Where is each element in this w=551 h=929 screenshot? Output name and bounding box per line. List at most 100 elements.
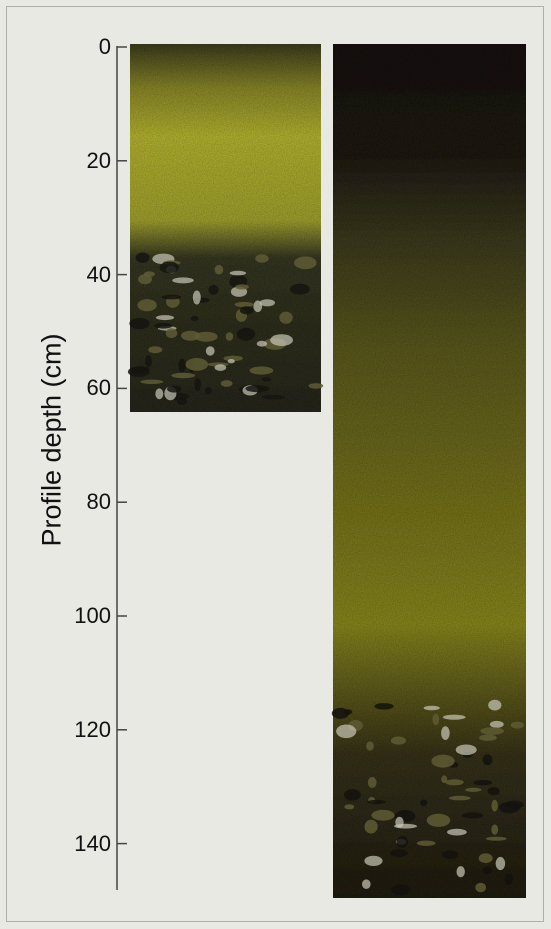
gravel-stone xyxy=(364,855,383,867)
gravel-stone xyxy=(279,311,293,324)
gravel-stone xyxy=(178,358,186,373)
gravel-stone xyxy=(239,306,254,315)
gravel-stone xyxy=(480,727,505,735)
gravel-stone xyxy=(432,713,440,726)
depth-tick-label: 20 xyxy=(86,147,111,173)
gravel-stone xyxy=(227,359,235,364)
gravel-stone xyxy=(214,364,227,371)
gravel-stone xyxy=(165,328,178,339)
gravel-stone xyxy=(371,809,395,821)
gravel-stone xyxy=(131,366,150,373)
gravel-stone xyxy=(499,801,520,814)
gravel-stone xyxy=(167,385,182,393)
gravel-stone xyxy=(220,380,233,387)
gravel-stone xyxy=(364,819,378,834)
gravel-stone xyxy=(236,327,256,341)
right-profile-photo xyxy=(333,44,526,898)
gravel-stone xyxy=(475,882,487,893)
gravel-stone xyxy=(235,284,249,290)
gravel-stone xyxy=(482,754,493,766)
gravel-stone xyxy=(161,294,182,300)
gravel-stone xyxy=(491,799,498,812)
gravel-stone xyxy=(205,346,215,356)
figure-frame xyxy=(6,6,544,922)
gravel-stone xyxy=(261,377,272,382)
gravel-stone xyxy=(155,388,164,400)
gravel-stone xyxy=(442,714,466,720)
gravel-stone xyxy=(259,299,275,307)
gravel-stone xyxy=(154,322,173,329)
gravel-stone xyxy=(478,853,493,864)
gravel-stone xyxy=(270,334,293,346)
gravel-stone xyxy=(420,799,428,807)
gravel-stone xyxy=(249,366,274,375)
gravel-stone xyxy=(223,355,243,362)
gravel-stone xyxy=(491,824,499,835)
gravel-stone xyxy=(362,879,371,889)
gravel-stone xyxy=(225,332,234,341)
gravel-stone xyxy=(245,385,270,393)
gravel-stone xyxy=(416,840,436,846)
gravel-stone xyxy=(192,290,201,305)
axis-title: Profile depth (cm) xyxy=(36,333,67,547)
gravel-stone xyxy=(145,355,152,368)
gravel-stone xyxy=(510,721,524,729)
gravel-stone xyxy=(390,736,407,745)
gravel-stone xyxy=(442,850,459,859)
gravel-stone xyxy=(148,346,163,354)
gravel-stone xyxy=(176,397,187,405)
gravel-stone xyxy=(394,823,417,829)
depth-tick-label: 140 xyxy=(74,830,111,856)
depth-tick-label: 40 xyxy=(86,261,111,287)
gravel-stone xyxy=(485,836,507,841)
gravel-stone xyxy=(308,383,324,389)
gravel-stone xyxy=(205,387,212,395)
gravel-stone xyxy=(190,315,199,322)
gravel-stone xyxy=(185,358,209,371)
gravel-stone xyxy=(390,849,408,857)
gravel-stone xyxy=(448,795,471,801)
gravel-stone xyxy=(445,779,464,786)
right-profile-gravel xyxy=(331,699,524,896)
gravel-stone xyxy=(487,787,500,796)
gravel-stone xyxy=(441,775,448,783)
gravel-stone xyxy=(171,372,196,379)
gravel-stone xyxy=(441,726,450,740)
depth-tick-label: 100 xyxy=(74,603,111,628)
gravel-stone xyxy=(426,813,451,827)
depth-axis-ticks xyxy=(117,46,127,845)
gravel-stone xyxy=(138,274,152,285)
gravel-stone xyxy=(366,741,374,751)
gravel-stone xyxy=(344,804,355,810)
gravel-stone xyxy=(374,703,394,710)
gravel-stone xyxy=(137,299,157,312)
gravel-stone xyxy=(367,799,386,805)
gravel-stone xyxy=(367,777,377,788)
gravel-stone xyxy=(194,377,201,392)
gravel-stone xyxy=(447,828,467,836)
depth-tick-label: 60 xyxy=(86,375,111,401)
gravel-stone xyxy=(172,277,194,284)
gravel-stone xyxy=(431,754,455,768)
gravel-stone xyxy=(129,317,150,330)
depth-tick-label: 80 xyxy=(86,489,111,515)
gravel-stone xyxy=(234,301,254,308)
gravel-stone xyxy=(504,873,513,886)
gravel-stone xyxy=(214,264,224,275)
gravel-stone xyxy=(255,254,269,263)
gravel-stone xyxy=(290,283,310,295)
gravel-stone xyxy=(336,724,357,739)
gravel-stone xyxy=(465,787,482,792)
gravel-stone xyxy=(495,856,506,871)
gravel-stone xyxy=(455,744,477,756)
gravel-stone xyxy=(391,884,411,896)
gravel-stone xyxy=(256,340,268,347)
gravel-stone xyxy=(229,270,247,276)
gravel-stone xyxy=(135,252,150,263)
gravel-stone xyxy=(456,866,465,878)
gravel-stone xyxy=(294,256,317,270)
gravel-stone xyxy=(479,734,497,741)
gravel-stone xyxy=(261,395,286,400)
gravel-stone xyxy=(140,379,164,384)
